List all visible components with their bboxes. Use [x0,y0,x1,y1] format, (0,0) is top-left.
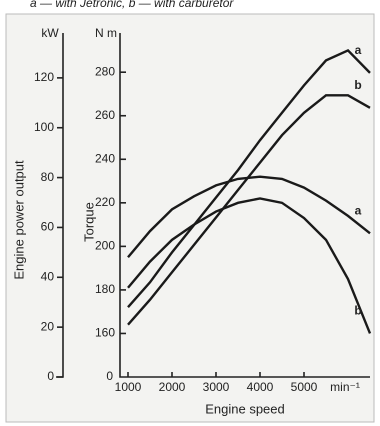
y2-unit: N m [95,26,117,40]
y2-tick-label: 240 [95,151,115,165]
frame [5,13,375,423]
y2-axis-label: Torque [81,202,96,242]
y2-tick-label: 200 [95,239,115,253]
x-unit: min⁻¹ [330,380,360,394]
series-line [127,197,372,334]
series-line [127,94,371,326]
y2-tick-label: 180 [95,282,115,296]
y-tick-label: 120 [34,70,54,84]
y2-zero-label: 0 [106,369,113,383]
y2-tick-label: 280 [95,64,115,78]
series-line [127,175,371,259]
y2-axis [119,33,370,378]
x-tick-label: 1000 [115,380,142,394]
y2-tick-label: 220 [95,195,115,209]
y-axis-label: Engine power output [11,160,26,280]
series-line [127,49,371,308]
y-unit: kW [41,26,59,40]
x-tick-label: 5000 [291,380,318,394]
y-tick-label: 60 [41,220,55,234]
x-tick-label: 3000 [203,380,230,394]
y2-tick-label: 260 [95,108,115,122]
x-tick-label: 2000 [159,380,186,394]
y2-tick-label: 160 [95,326,115,340]
y-tick-label: 20 [41,319,55,333]
y-tick-label: 40 [41,269,55,283]
y-tick-label: 80 [41,170,55,184]
series-label: a [355,203,362,217]
x-axis-label: Engine speed [205,401,285,416]
x-tick-label: 4000 [247,380,274,394]
y-tick-label: 100 [34,120,54,134]
series-label: a [355,43,362,57]
y-tick-label: 0 [47,369,54,383]
series-label: b [354,304,361,318]
subtitle: a — with Jetronic, b — with carburetor [30,0,234,10]
series-label: b [354,78,361,92]
